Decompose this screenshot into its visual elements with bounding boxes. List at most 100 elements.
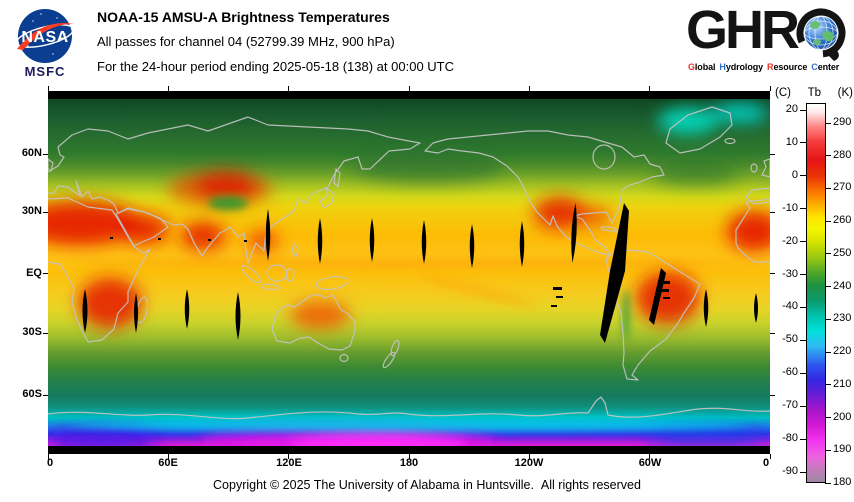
colorbar-celsius-label: -10: [782, 201, 798, 214]
colorbar-celsius-tick: [800, 339, 806, 341]
colorbar-celsius-tick: [800, 438, 806, 440]
lon-axis-label: 60E: [158, 457, 178, 469]
map-tick-top: [408, 86, 410, 91]
figure-title: NOAA-15 AMSU-A Brightness Temperatures: [97, 9, 390, 25]
copyright-text: Copyright © 2025 The University of Alaba…: [213, 478, 641, 492]
lat-axis-label: 60S: [22, 388, 42, 400]
lat-axis-label: 60N: [21, 147, 42, 159]
colorbar-celsius-tick: [800, 471, 806, 473]
map-tick-left: [43, 273, 48, 274]
colorbar-celsius-tick: [800, 109, 806, 111]
colorbar-kelvin-label: 270: [833, 181, 852, 194]
colorbar-celsius-label: -50: [782, 333, 798, 346]
map-tick-top: [167, 86, 169, 91]
colorbar-gradient: [806, 103, 826, 483]
ghrc-globe-icon: [796, 8, 846, 61]
lat-axis-label: 30S: [22, 326, 42, 338]
colorbar-celsius-tick: [800, 142, 806, 144]
colorbar-kelvin-label: 220: [833, 345, 852, 358]
colorbar-kelvin-label: 250: [833, 246, 852, 259]
colorbar-kelvin-tick: [825, 351, 831, 353]
map-tick-top: [47, 86, 49, 91]
map-tick-bottom: [288, 454, 290, 459]
map-tick-left: [43, 211, 48, 213]
colorbar-header: (C) Tb (K): [775, 87, 853, 99]
colorbar-celsius-label: -20: [782, 234, 798, 247]
map-tick-bottom: [47, 454, 49, 459]
lon-axis-label: 0: [762, 457, 770, 469]
data-gap-shapes: [82, 203, 758, 343]
colorbar-kelvin-tick: [825, 286, 831, 288]
colorbar-kelvin-tick: [825, 155, 831, 157]
globe-stand: [828, 48, 839, 61]
ghrc-tagline-word: Center: [811, 62, 840, 72]
map-tick-bottom: [649, 454, 651, 459]
ghrc-wordmark: GHR: [686, 0, 800, 60]
figure-subtitle-period: For the 24-hour period ending 2025-05-18…: [97, 59, 454, 74]
north-polar-gap: [48, 91, 770, 99]
nasa-meatball-icon: NASA: [16, 9, 74, 63]
lat-axis-label: EQ: [26, 266, 42, 279]
colorbar-celsius-label: -30: [782, 267, 798, 280]
map-tick-left: [43, 153, 48, 155]
colorbar-celsius-tick: [800, 306, 806, 308]
colorbar-kelvin-tick: [825, 318, 831, 320]
colorbar-kelvin-label: 200: [833, 410, 852, 423]
colorbar-kelvin-label: 210: [833, 377, 852, 390]
nasa-logo: NASA: [13, 6, 77, 66]
colorbar-kelvin-tick: [825, 449, 831, 451]
colorbar-celsius-label: 20: [785, 103, 798, 115]
lon-axis-label: 120W: [514, 457, 544, 469]
map-tick-bottom: [769, 454, 771, 459]
lon-axis-label: 60W: [638, 457, 662, 469]
colorbar-celsius-label: 0: [791, 168, 798, 181]
colorbar-celsius-unit: (C): [775, 87, 791, 99]
ghrc-tagline: Global Hydrology Resource Center: [688, 62, 839, 72]
msfc-label: MSFC: [24, 64, 66, 79]
world-map: [48, 91, 770, 454]
map-tick-bottom: [167, 454, 169, 459]
colorbar-celsius-label: -80: [782, 432, 798, 445]
colorbar-celsius-label: -90: [782, 465, 798, 477]
map-tick-right: [770, 332, 775, 334]
lon-axis-label: 0: [46, 457, 54, 469]
ghrc-tagline-initial: R: [767, 62, 774, 72]
colorbar-celsius-label: -40: [782, 300, 798, 313]
ghrc-tagline-word: Hydrology: [719, 62, 764, 72]
map-tick-top: [649, 86, 651, 91]
colorbar-kelvin-label: 280: [833, 148, 852, 161]
colorbar-tb-label: Tb: [807, 87, 822, 99]
map-tick-top: [528, 86, 530, 91]
svg-text:NASA: NASA: [21, 29, 68, 46]
map-tick-bottom: [528, 454, 530, 459]
map-tick-top: [769, 86, 771, 91]
ghrc-logo: GHR: [686, 0, 850, 76]
colorbar-kelvin-tick: [825, 384, 831, 386]
ghrc-tagline-word: Resource: [767, 62, 808, 72]
colorbar-kelvin-tick: [825, 122, 831, 124]
colorbar-kelvin-unit: (K): [837, 87, 853, 99]
map-tick-bottom: [408, 454, 410, 459]
colorbar-kelvin-tick: [825, 417, 831, 419]
map-tick-right: [770, 211, 775, 213]
colorbar-celsius-label: -60: [782, 366, 798, 379]
ghrc-tagline-initial: C: [811, 62, 818, 72]
colorbar-kelvin-tick: [825, 253, 831, 255]
figure-subtitle-channel: All passes for channel 04 (52799.39 MHz,…: [97, 34, 395, 49]
colorbar-kelvin-label: 240: [833, 279, 852, 292]
colorbar-celsius-tick: [800, 372, 806, 374]
colorbar-celsius-tick: [800, 241, 806, 243]
colorbar-kelvin-label: 290: [833, 116, 852, 128]
colorbar-kelvin-label: 230: [833, 312, 852, 325]
colorbar-kelvin-label: 180: [833, 476, 852, 488]
map-tick-right: [770, 153, 775, 155]
map-tick-right: [770, 394, 775, 396]
colorbar-kelvin-tick: [825, 482, 831, 484]
ghrc-tagline-initial: H: [719, 62, 726, 72]
colorbar-celsius-tick: [800, 405, 806, 407]
map-tick-left: [43, 332, 48, 334]
ghrc-tagline-initial: G: [688, 62, 695, 72]
colorbar-kelvin-label: 190: [833, 443, 852, 456]
colorbar-kelvin-tick: [825, 187, 831, 189]
south-polar-gap: [48, 446, 770, 454]
